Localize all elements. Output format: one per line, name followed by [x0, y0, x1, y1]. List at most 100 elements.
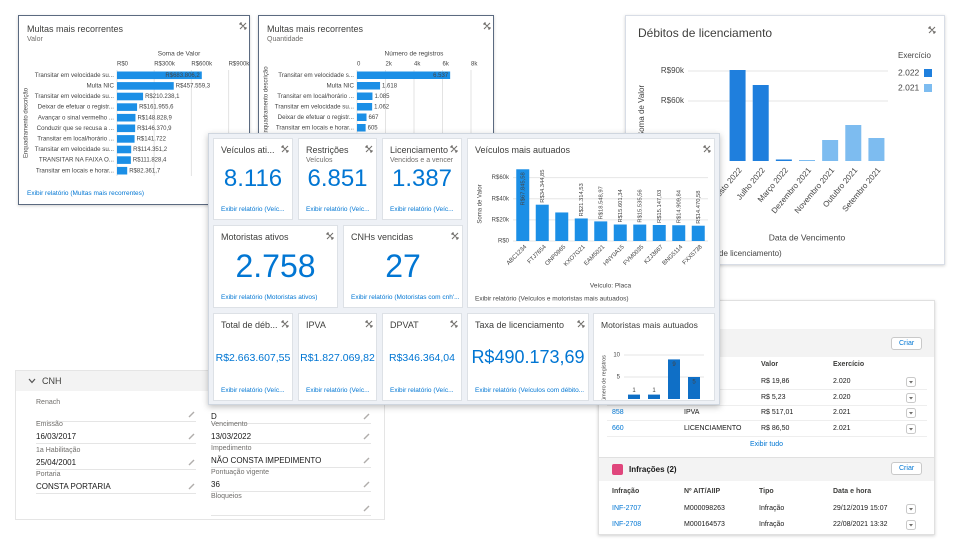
value-label: R$14.909,84 — [676, 189, 682, 223]
value-label: R$34.344,85 — [540, 169, 546, 202]
report-link[interactable]: Exibir relatório (Motoristas ativos) — [221, 294, 318, 301]
view-all[interactable]: Exibir tudo — [749, 441, 784, 448]
field-value: 16/03/2017 — [36, 432, 77, 441]
report-link[interactable]: Exibir relatório (Motoristas com cnh'... — [351, 294, 460, 301]
field-value: 13/03/2022 — [211, 432, 252, 441]
field-label: 1a Habilitação — [36, 447, 81, 454]
value-label: R$18.548,97 — [598, 186, 604, 219]
value-label: 9 — [672, 362, 676, 368]
y-tick-label: R$60k — [492, 175, 510, 181]
record-link[interactable]: 858 — [612, 409, 624, 416]
tile-title: DPVAT — [390, 320, 419, 330]
row-divider — [607, 420, 927, 421]
bar — [117, 82, 174, 90]
report-link[interactable]: Exibir relatório (Veículos e motoristas … — [475, 296, 629, 303]
row-menu[interactable] — [906, 408, 916, 418]
bar — [357, 113, 367, 121]
metric-value: 1.387 — [391, 165, 453, 192]
report-link[interactable]: Exibir relatório (Veíc... — [306, 387, 370, 394]
panel-count: Multas mais recorrentes Quantidade Número … — [258, 15, 494, 140]
expand-icon-shape — [577, 320, 585, 328]
x-tick-label: BNG5114 — [662, 244, 685, 267]
panel-subtitle: Quantidade — [267, 36, 304, 43]
row-divider — [607, 389, 927, 390]
value-label: 667 — [369, 115, 380, 121]
expand-icon — [365, 145, 373, 153]
y-tick-label: 5 — [617, 375, 621, 381]
row-menu[interactable] — [906, 423, 916, 434]
edit-icon-shape — [188, 433, 195, 440]
category-label: Transitar em locais e horar... — [276, 124, 354, 131]
expand-icon — [326, 232, 334, 240]
report-link[interactable]: Exibir relatório (Multas mais recorrente… — [27, 190, 145, 197]
report-link[interactable]: de licenciamento) — [719, 249, 782, 258]
tile-title: IPVA — [306, 320, 326, 330]
bar — [729, 70, 746, 161]
value-label: R$210.238,1 — [145, 94, 180, 100]
value-label: R$82.361,7 — [129, 168, 161, 174]
row-menu[interactable] — [906, 504, 916, 514]
expand-icon-shape — [281, 320, 289, 328]
metric-value: 2.758 — [235, 248, 316, 284]
report-link[interactable]: Exibir relatório (Veíc... — [221, 387, 285, 394]
bar — [117, 71, 202, 80]
record-link[interactable]: 660 — [612, 424, 624, 432]
expand-icon — [281, 320, 289, 328]
cell: IPVA — [684, 409, 700, 416]
tile-title: Motoristas mais autuados — [601, 320, 698, 330]
x-axis-title: Data de Vencimento — [769, 232, 846, 242]
cell: R$ 19,86 — [761, 378, 790, 385]
bar — [574, 218, 588, 241]
edit-icon — [188, 411, 195, 418]
report-link[interactable]: Exibir relatório (Veíc... — [221, 206, 285, 213]
row-menu-arrow — [909, 508, 913, 511]
value-label: R$67.845,58 — [520, 172, 526, 205]
metric-tile: Licenciamento Vencidos e a vencer 1.387 Exi… — [382, 138, 462, 220]
card-header — [599, 457, 934, 481]
field-label: Portaria — [36, 471, 61, 478]
y-axis-title: Enquadramento descrição — [264, 66, 270, 137]
expand-icon-shape — [703, 145, 711, 153]
expand-icon-shape — [451, 232, 459, 240]
value-label: 6.537 — [433, 73, 449, 79]
cell: 2.020 — [833, 378, 851, 385]
bar — [775, 159, 792, 161]
x-axis-title: Veículo: Placa — [590, 283, 632, 290]
bar — [117, 113, 136, 122]
category-label: Deixar de efetuar o registr... — [38, 104, 115, 111]
record-link[interactable]: INF-2707 — [612, 505, 642, 512]
record-link[interactable]: INF-2708 — [612, 520, 642, 528]
value-label: R$146.370,9 — [137, 126, 172, 132]
value-label: 1.618 — [382, 83, 398, 89]
metric-tile: Taxa de licenciamento R$490.173,69 Exibir … — [467, 313, 589, 401]
edit-icon — [363, 505, 370, 512]
metric-value: R$1.827.069,82 — [300, 352, 375, 364]
edit-icon-shape — [363, 413, 370, 420]
value-label: R$114.351,2 — [133, 147, 168, 153]
field-value: 25/04/2001 — [36, 458, 77, 467]
cell: 29/12/2019 15:07 — [833, 505, 888, 512]
row-menu[interactable] — [906, 377, 916, 387]
value-label: R$141.722 — [137, 136, 167, 142]
value-label: R$161.955,6 — [139, 105, 174, 111]
metric-value: R$2.663.607,55 — [215, 352, 291, 364]
field-underline — [211, 443, 371, 444]
report-link[interactable]: Exibir relatório (Veíc... — [306, 206, 370, 213]
report-link[interactable]: Exibir relatório (Veíc... — [390, 387, 454, 394]
button[interactable]: Criar — [891, 462, 923, 475]
field-label: Renach — [36, 399, 61, 406]
value-label: R$15.535,56 — [637, 189, 643, 222]
metric-tile: IPVA R$1.827.069,82 Exibir relatório (Veíc… — [298, 313, 377, 401]
bar — [668, 359, 680, 399]
object-icon — [612, 464, 623, 475]
column-header: Valor — [761, 361, 779, 368]
row-menu[interactable] — [906, 392, 916, 403]
button[interactable]: Criar — [891, 337, 923, 350]
field-label: Vencimento — [211, 421, 248, 428]
column-header: Nº AIT/AIIP — [684, 488, 721, 495]
report-link[interactable]: Exibir relatório (Veículos com débito... — [475, 387, 585, 394]
bar — [752, 85, 769, 161]
report-link[interactable]: Exibir relatório (Veíc... — [390, 206, 454, 213]
row-menu[interactable] — [906, 519, 916, 530]
edit-icon-shape — [363, 457, 370, 464]
